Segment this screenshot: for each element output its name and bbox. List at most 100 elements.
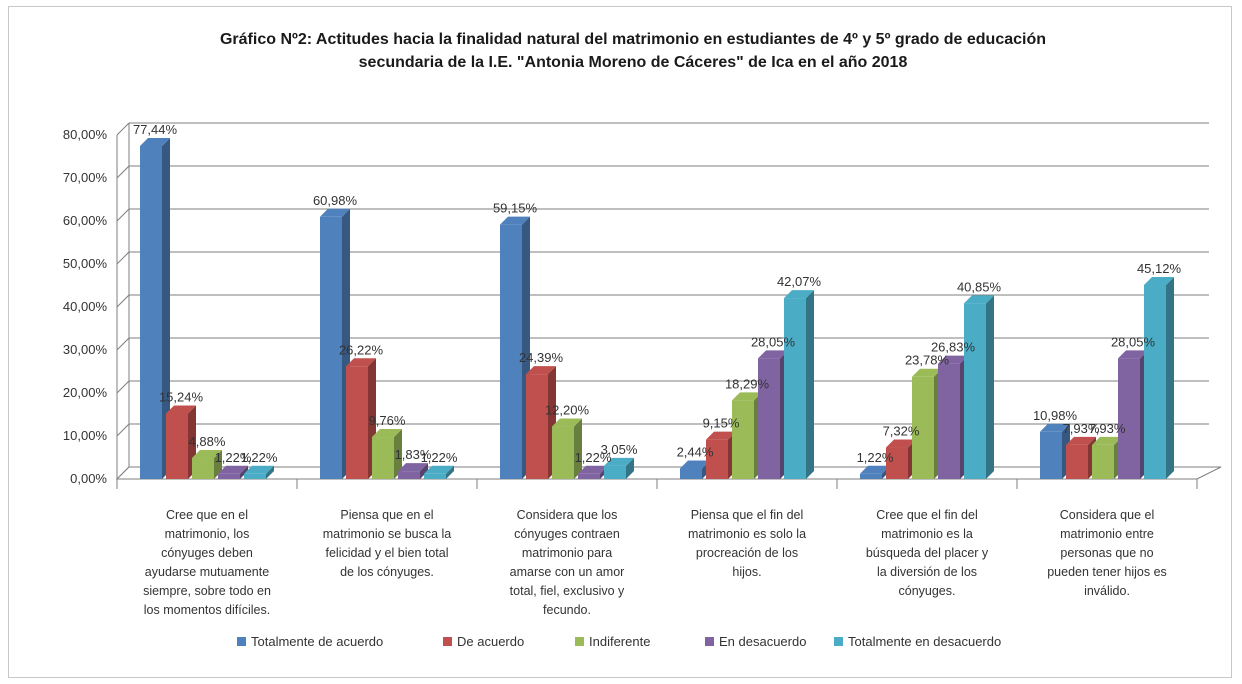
bar [424,465,454,479]
bar-front [192,458,214,479]
bar-top [1118,350,1148,359]
category-label: procreación de los [696,546,798,560]
bar-front [166,413,188,479]
bar-top [1092,436,1122,445]
category-label: de los cónyuges. [340,565,434,579]
bar-front [552,426,574,479]
data-label: 1,22% [241,450,278,465]
bar-side [266,465,274,479]
x-axis-categories: Cree que en el matrimonio, los cónyuges de… [116,479,1198,617]
bar-front [578,473,600,479]
bar-front [346,366,368,479]
bar-side [446,465,454,479]
bar-front [784,298,806,479]
bar-front [886,447,908,479]
gridline-diagonal [116,294,130,308]
category-label: matrimonio se busca la [323,527,452,541]
bar-side [574,418,582,479]
data-label: 26,22% [339,342,384,357]
category-label: siempre, sobre todo en [143,584,271,598]
category-label: cónyuges contraen [514,527,620,541]
y-tick-label: 70,00% [63,170,108,185]
bar-front [938,363,960,479]
gridline-diagonal [116,208,130,222]
category-label: búsqueda del placer y [866,546,989,560]
chart-title-line-1: Gráfico Nº2: Actitudes hacia la finalida… [220,31,1046,48]
category-label: personas que no [1060,546,1153,560]
bar-side [420,463,428,479]
bar-top [578,465,608,474]
legend: Totalmente de acuerdo De acuerdo Indiferen… [237,634,1001,649]
category-label: pueden tener hijos es [1047,565,1167,579]
category-label: matrimonio, los [165,527,250,541]
bar-front [500,224,522,479]
legend-label: De acuerdo [457,634,524,649]
gridline-diagonal [116,122,130,136]
y-tick-label: 50,00% [63,256,108,271]
data-label: 1,22% [215,450,252,465]
chart-title-line-2: secundaria de la I.E. "Antonia Moreno de… [359,54,908,71]
bar [526,366,556,479]
bar-side [240,465,248,479]
data-label: 15,24% [159,389,204,404]
data-label: 9,76% [369,413,406,428]
bar-front [1092,444,1114,479]
bar-front [1040,431,1062,479]
gridline-diagonal [116,380,130,394]
bar [758,350,788,479]
bar [244,465,274,479]
data-label: 26,83% [931,340,976,355]
y-tick-label: 80,00% [63,127,108,142]
data-label: 7,32% [883,424,920,439]
category-label: matrimonio para [522,546,612,560]
legend-label: Totalmente en desacuerdo [848,634,1001,649]
category-label: Piensa que el fin del [691,508,804,522]
category-label: total, fiel, exclusivo y [510,584,625,598]
bar-front [680,468,702,479]
legend-label: Indiferente [589,634,650,649]
category-label: fecundo. [543,603,591,617]
bar-top [552,418,582,427]
category-label: inválido. [1084,584,1130,598]
bar-top [398,463,428,472]
bar [500,216,530,479]
data-label: 9,15% [703,416,740,431]
bar-top [1066,436,1096,445]
data-label: 59,15% [493,201,538,216]
bar-top [372,429,402,438]
bar-top [166,405,196,414]
bar [604,457,634,479]
y-tick-label: 30,00% [63,342,108,357]
bar [320,208,350,479]
bar-chart: Gráfico Nº2: Actitudes hacia la finalida… [63,31,1222,649]
data-label: 40,85% [957,279,1002,294]
legend-label: En desacuerdo [719,634,806,649]
data-label: 4,88% [189,434,226,449]
category-label: cónyuges deben [161,546,253,560]
y-tick-label: 0,00% [70,471,107,486]
data-label: 60,98% [313,193,358,208]
bars [140,138,1174,479]
chart-title: Gráfico Nº2: Actitudes hacia la finalida… [220,31,1046,71]
data-label: 1,22% [575,450,612,465]
bar [552,418,582,479]
category-label: cónyuges. [899,584,956,598]
y-tick-label: 20,00% [63,385,108,400]
gridline-diagonal [116,251,130,265]
bar [1092,436,1122,479]
category-label: matrimonio es solo la [688,527,806,541]
data-label: 1,22% [421,450,458,465]
data-label: 7,93% [1089,421,1126,436]
bar [218,465,248,479]
data-label: 12,20% [545,403,590,418]
data-label: 28,05% [751,334,796,349]
bar-top [346,358,376,367]
category-label: Considera que los [517,508,618,522]
bar-front [140,146,162,479]
bar-front [218,473,240,479]
bar [140,138,170,479]
data-label: 7,93% [1063,421,1100,436]
category-label: felicidad y el bien total [326,546,449,560]
bar [372,429,402,479]
bar-side [394,429,402,479]
